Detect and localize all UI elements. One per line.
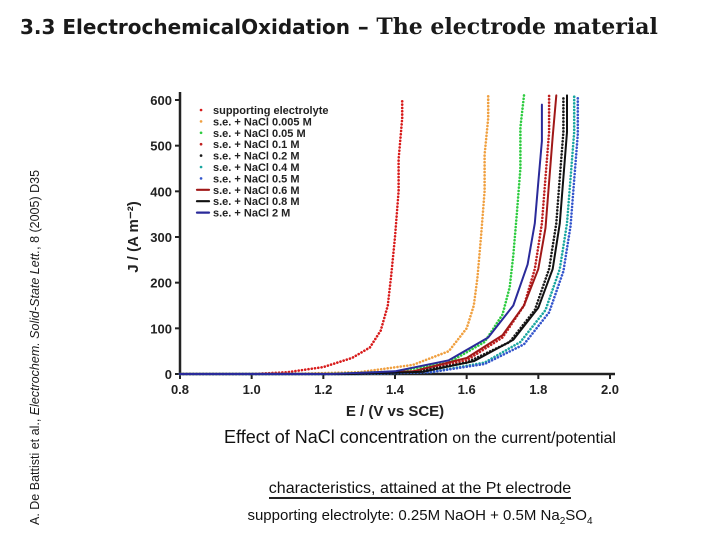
caption-line-2-text: characteristics, attained at the Pt elec… xyxy=(268,480,572,499)
legend-label-4: s.e. + NaCl 0.2 M xyxy=(213,151,300,163)
legend-label-2: s.e. + NaCl 0.05 M xyxy=(213,128,306,140)
x-tick-label-4: 1.6 xyxy=(458,382,476,397)
caption-line-1: Effect of NaCl concentration on the curr… xyxy=(130,427,710,448)
caption-highlight: Effect of NaCl concentration xyxy=(224,427,448,447)
chart: 0.8 1.0 1.2 1.4 1.6 1.8 2.0 0 100 200 300 400 500 600… xyxy=(125,92,619,420)
y-tick-label-4: 400 xyxy=(150,184,172,199)
slide-title: 3.3 ElectrochemicalOxidation – The elect… xyxy=(20,14,710,40)
title-part-4: The electrode material xyxy=(376,14,658,40)
y-tick-label-2: 200 xyxy=(150,276,172,291)
y-tick-label-5: 500 xyxy=(150,139,172,154)
caption-electrolyte-b: SO xyxy=(565,507,587,524)
series-line-9 xyxy=(179,103,543,375)
legend-label-8: s.e. + NaCl 0.8 M xyxy=(213,196,300,208)
x-tick-label-1: 1.0 xyxy=(243,382,261,397)
series-line-0 xyxy=(178,98,404,376)
x-axis-title: E / (V vs SCE) xyxy=(346,403,444,420)
caption-sub-1: 2 xyxy=(559,516,566,527)
title-part-1: 3.3 Electrochemical xyxy=(20,15,242,39)
y-tick-label-0: 0 xyxy=(165,367,172,382)
legend-label-6: s.e. + NaCl 0.5 M xyxy=(213,173,300,185)
caption-line-1-rest: on the current/potential xyxy=(447,430,616,447)
title-dash: – xyxy=(350,14,377,40)
series-line-8 xyxy=(179,94,568,375)
x-tick-label-2: 1.2 xyxy=(314,382,332,397)
caption-sub-2: 4 xyxy=(586,516,593,527)
caption-line-3: supporting electrolyte: 0.25M NaOH + 0.5… xyxy=(130,507,710,527)
y-tick-label-3: 300 xyxy=(150,230,172,245)
legend-label-7: s.e. + NaCl 0.6 M xyxy=(213,185,300,197)
y-axis-title: J / (A m⁻²) xyxy=(125,201,142,273)
legend-label-3: s.e. + NaCl 0.1 M xyxy=(213,139,300,151)
legend-label-1: s.e. + NaCl 0.005 M xyxy=(213,116,312,128)
legend-label-0: supporting electrolyte xyxy=(213,105,329,117)
caption-electrolyte-a: supporting electrolyte: 0.25M NaOH + 0.5… xyxy=(247,507,560,524)
series-line-2 xyxy=(178,94,526,376)
caption-line-2: characteristics, attained at the Pt elec… xyxy=(130,480,710,499)
citation-authors: A. De Battisti et al., xyxy=(28,415,42,525)
y-tick-label-6: 600 xyxy=(150,93,172,108)
x-tick-label-0: 0.8 xyxy=(171,382,189,397)
legend-label-5: s.e. + NaCl 0.4 M xyxy=(213,162,300,174)
title-part-2: Oxidation xyxy=(241,15,351,39)
y-tick-label-1: 100 xyxy=(150,321,172,336)
x-tick-label-3: 1.4 xyxy=(386,382,405,397)
legend-label-9: s.e. + NaCl 2 M xyxy=(213,208,290,220)
x-tick-label-5: 1.8 xyxy=(529,382,547,397)
x-tick-label-6: 2.0 xyxy=(601,382,619,397)
